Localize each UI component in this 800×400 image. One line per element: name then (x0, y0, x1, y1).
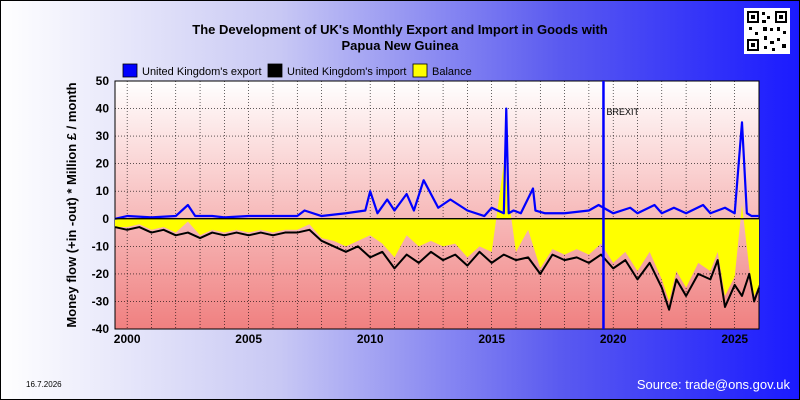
series-export-line (114, 107, 759, 220)
x-tick-label: 2005 (235, 332, 262, 346)
series-balance-area (115, 163, 759, 302)
y-tick-label: 20 (96, 157, 110, 171)
y-tick-label: 40 (96, 102, 110, 116)
y-tick-label: 0 (102, 212, 109, 226)
qr-code-icon (744, 8, 790, 54)
y-tick-label: 30 (96, 129, 110, 143)
legend-label: Balance (432, 66, 472, 78)
y-axis-label: Money flow (+in -out) * Million £ / mont… (64, 82, 79, 327)
legend-label: United Kingdom's export (142, 66, 262, 78)
legend-swatch (267, 63, 283, 78)
chart-title-line-2: Papua New Guinea (341, 38, 459, 53)
series-import-line (114, 226, 760, 311)
chart-source: Source: trade@ons.gov.uk (636, 377, 790, 392)
x-tick-label: 2025 (721, 332, 748, 346)
legend-label: United Kingdom's import (287, 66, 407, 78)
x-tick-label: 2010 (357, 332, 384, 346)
legend-swatch (122, 63, 138, 78)
y-tick-label: 10 (96, 184, 110, 198)
y-tick-label: -20 (92, 267, 110, 281)
y-tick-label: 50 (96, 74, 110, 88)
y-tick-label: -10 (92, 239, 110, 253)
brexit-label: BREXIT (606, 107, 639, 117)
x-tick-label: 2000 (114, 332, 141, 346)
x-tick-label: 2015 (478, 332, 505, 346)
y-tick-label: -40 (92, 322, 110, 336)
chart-title-line-1: The Development of UK's Monthly Export a… (192, 22, 608, 37)
x-tick-label: 2020 (600, 332, 627, 346)
chart-date: 16.7.2026 (26, 380, 62, 389)
legend-swatch (412, 63, 428, 78)
y-tick-label: -30 (92, 294, 110, 308)
